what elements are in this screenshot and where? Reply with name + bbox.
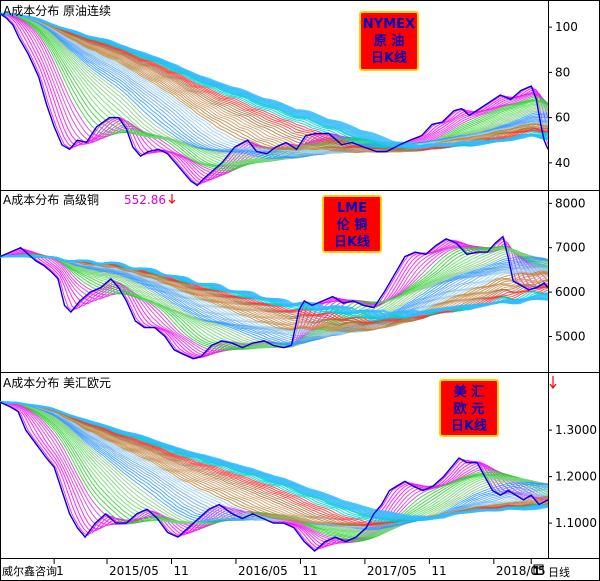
y-tick-label: 40 [555,156,570,170]
x-tick-label: 2017/05 [367,564,417,578]
cost-band-line [0,13,548,156]
badge-line: 欧 元 [454,401,485,417]
badge-line: 伦 铜 [337,217,368,233]
cost-band-line [0,248,548,348]
x-tick-label: 1 [56,564,64,578]
badge-line: 日K线 [451,418,487,434]
y-tick-label: 5000 [555,329,586,343]
cost-band-line [0,13,548,153]
badge-line: 原 油 [374,33,405,49]
cost-band-line [0,249,548,348]
footer-left-label: 威尔鑫咨询 [2,564,57,578]
badge-line: 美 汇 [454,384,485,400]
x-tick-label: 2016/05 [238,564,288,578]
x-tick-label: 11 [302,564,317,578]
cost-distribution-bands [0,12,548,185]
cost-band-line [0,401,548,550]
cost-band-line [0,12,548,149]
x-tick-label: 11 [431,564,446,578]
cost-band-line [0,13,548,153]
y-tick-label: 100 [555,20,578,34]
panel-title: A成本分布 高级铜 [3,192,99,207]
down-arrow-icon [549,376,557,389]
down-arrow-icon [168,194,176,204]
y-tick-label: 1.3000 [555,423,597,437]
cost-band-line [0,401,548,519]
cost-band-line [0,13,548,153]
market-badge [439,379,499,437]
x-tick-label: 11 [173,564,188,578]
cost-band-line [0,254,548,315]
y-tick-label: 60 [555,111,570,125]
x-tick-label: 1 [533,564,541,578]
y-tick-label: 1.2000 [555,470,597,484]
panel-title: A成本分布 原油连续 [3,3,111,18]
price-series-line [0,235,548,360]
cost-band-line [0,254,548,347]
badge-line: LME [337,201,367,216]
calendar-icon [533,564,544,575]
badge-line: NYMEX [363,17,415,32]
badge-line: 日K线 [371,50,407,66]
market-badge [359,11,419,71]
y-tick-label: 8000 [555,196,586,210]
panel-quote: 552.86 [124,193,166,207]
cost-distribution-bands [0,237,548,359]
cost-band-line [0,401,548,538]
price-series-line [0,13,548,187]
badge-line: 日K线 [334,234,370,250]
price-series-line [0,401,548,552]
y-tick-label: 6000 [555,285,586,299]
cost-distribution-bands [0,401,548,551]
panel-title: A成本分布 美汇欧元 [3,376,111,390]
y-tick-label: 7000 [555,241,586,255]
x-tick-label: 2015/05 [109,564,159,578]
y-tick-label: 1.1000 [555,516,597,530]
period-label: 日线 [548,565,570,579]
x-tick-label: 2018/05 [496,564,546,578]
cost-band-line [0,255,548,344]
cost-band-line [0,13,548,153]
market-badge [322,195,382,253]
y-tick-label: 80 [555,65,570,79]
